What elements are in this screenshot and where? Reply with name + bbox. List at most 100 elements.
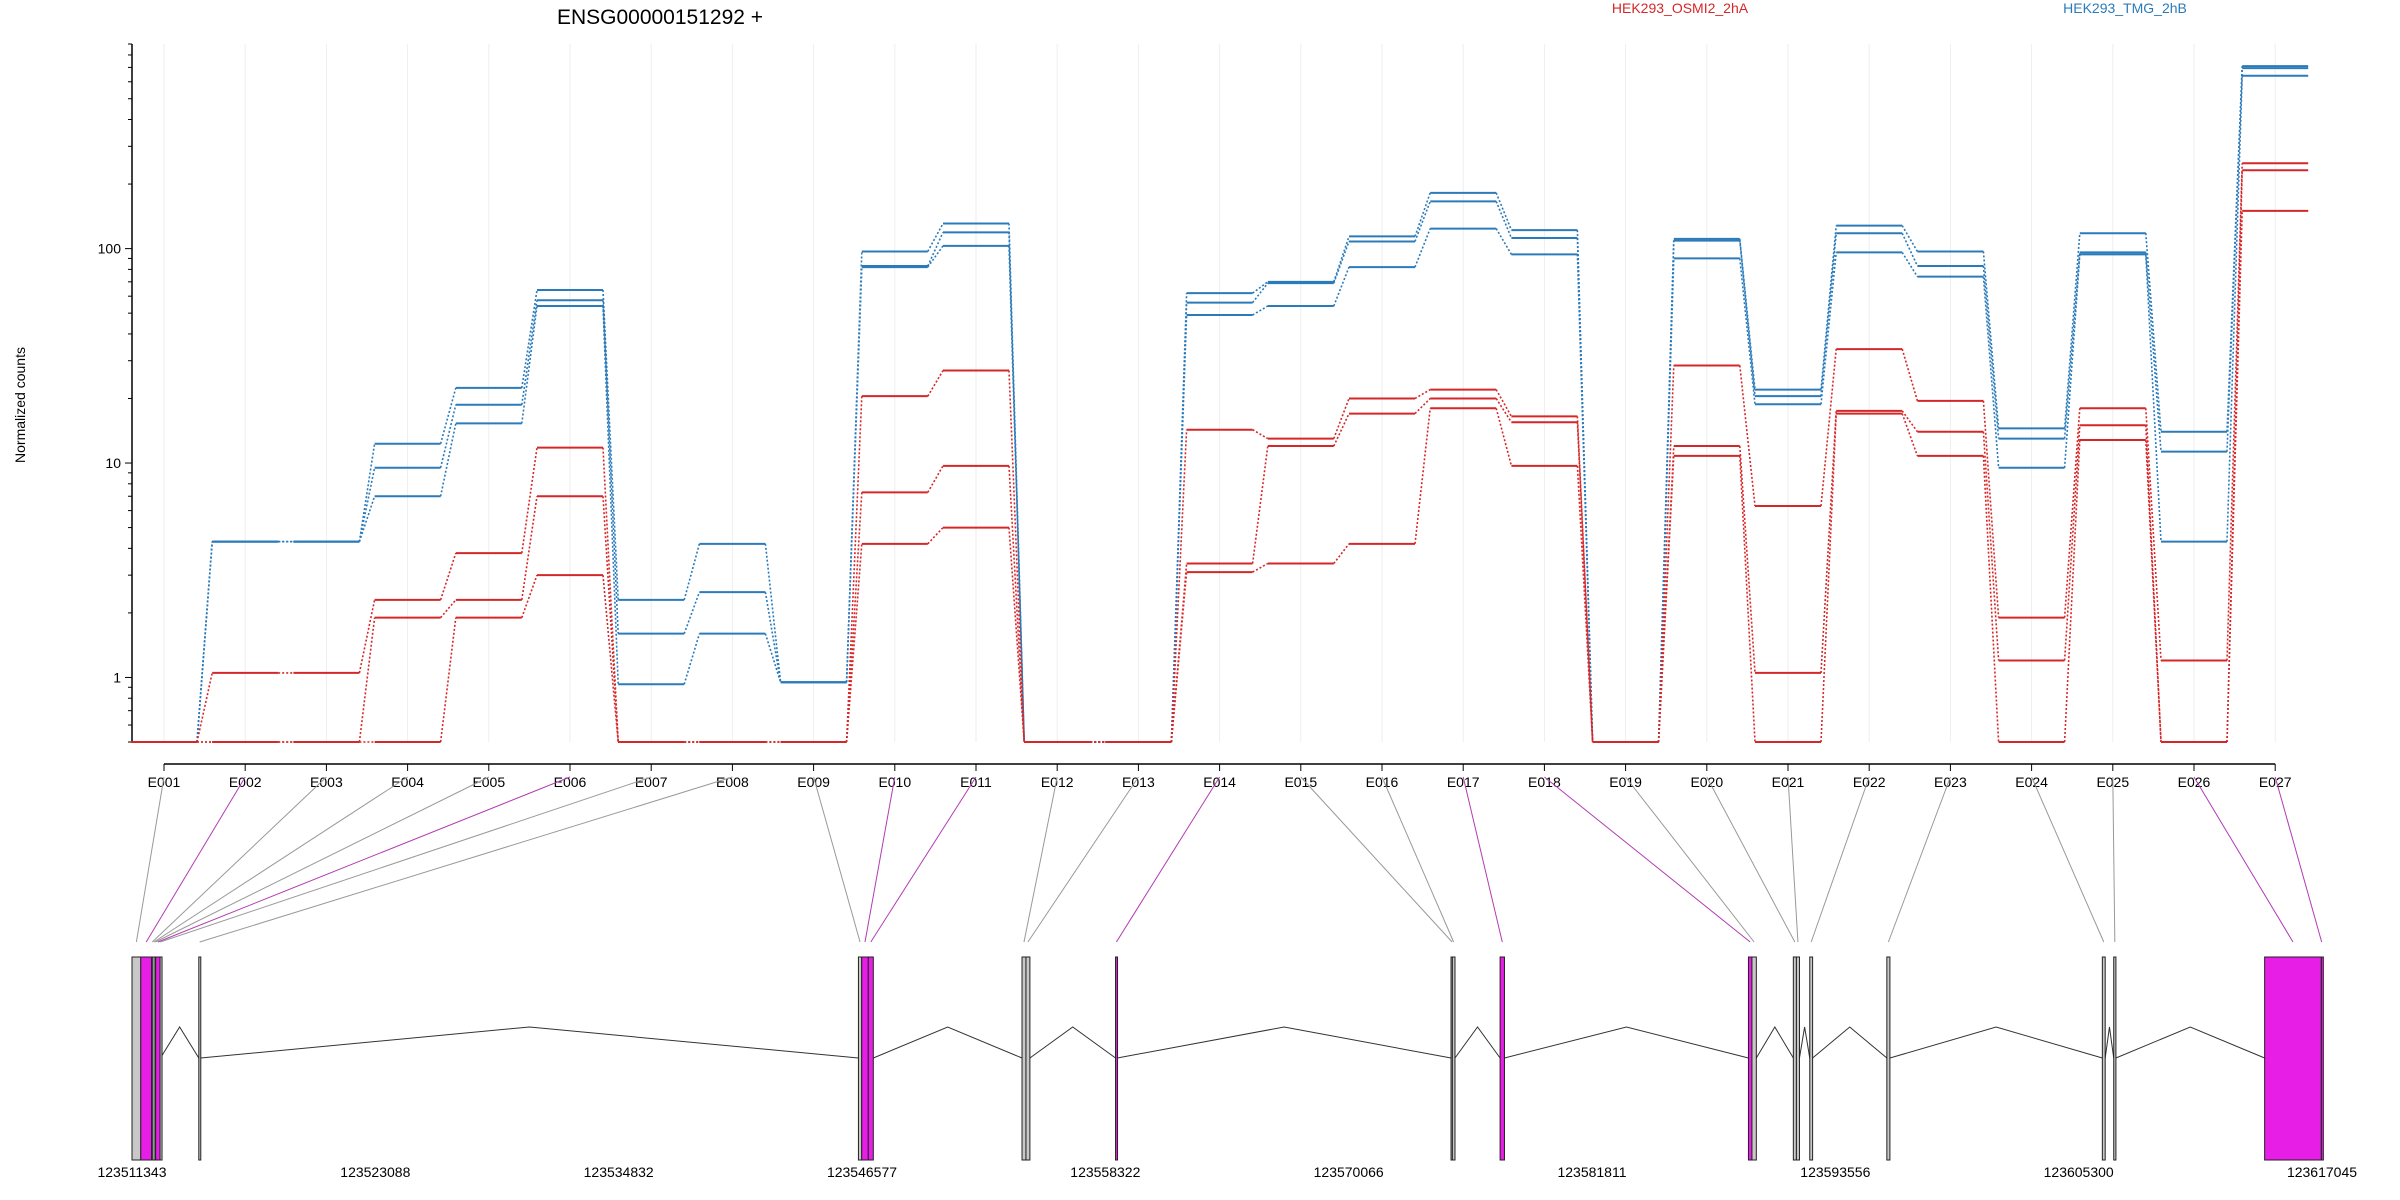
x-tick-label-e015: E015 [1284,774,1317,790]
x-tick-label-e011: E011 [960,774,992,790]
intron-22 [1812,1026,1888,1059]
series-lines [131,65,2309,743]
series-connector-e013 [1170,315,1188,743]
series-connector-e003 [358,599,376,674]
exon-box-e021 [1795,956,1800,1161]
series-connector-e003 [358,443,376,542]
intron-19 [1755,1026,1794,1059]
series-6 [131,209,2309,743]
connector-e024 [2031,776,2105,943]
connector-e008 [199,776,733,943]
series-connector-e026 [2226,75,2243,542]
intron-11 [873,1026,1023,1059]
connector-e007 [160,776,652,943]
genomic-tick-label: 123523088 [340,1164,410,1180]
connector-e006 [157,776,571,943]
series-connector-e018 [1576,422,1594,743]
exon-box-e013 [1025,956,1031,1161]
y-tick-label: 10 [105,455,121,471]
series-connector-e010 [927,370,944,397]
series-connector-e016 [1414,408,1431,544]
x-tick-label-e013: E013 [1122,774,1155,790]
x-tick-label-e002: E002 [229,774,262,790]
exon-box-e011 [867,956,874,1161]
exon-box-e018 [1747,956,1753,1161]
intron-24 [2104,1026,2115,1059]
genomic-tick-label: 123581811 [1557,1164,1626,1180]
series-connector-e016 [1414,397,1431,415]
series-connector-e019 [1657,365,1675,743]
series-connector-e020 [1739,365,1756,507]
series-connector-e022 [1901,410,1919,433]
series-connector-e022 [1901,225,1919,252]
x-tick-label-e020: E020 [1690,774,1723,790]
x-tick-label-e014: E014 [1203,774,1236,790]
series-connector-e026 [2226,163,2243,661]
series-connector-e015 [1333,266,1350,307]
exon-box-e002 [140,956,153,1161]
intron-23 [1889,1026,2103,1059]
series-connector-e016 [1414,228,1431,268]
connector-e002 [145,776,246,943]
series-connector-e025 [2145,233,2162,432]
genomic-tick-label: 123511343 [97,1164,166,1180]
y-tick-label: 100 [98,241,122,257]
exon-box-e012 [1021,956,1027,1161]
genomic-tick-label: 123617045 [2287,1164,2357,1180]
connector-e026 [2193,776,2294,943]
connector-e027 [2274,776,2323,943]
x-tick-label-e022: E022 [1853,774,1886,790]
legend-entry-osmi2: HEK293_OSMI2_2hA [1612,0,1749,16]
series-connector-e007 [683,591,701,634]
series-connector-e008 [764,633,782,683]
series-connector-e021 [1820,233,1837,397]
connector-e011 [870,776,977,943]
exon-box-e017 [1499,956,1505,1161]
x-tick-label-e006: E006 [554,774,587,790]
exon-box-e019 [1751,956,1757,1161]
series-connector-e003 [358,617,376,743]
series-connector-e005 [521,447,538,554]
x-tick-label-e005: E005 [472,774,505,790]
x-tick-label-e017: E017 [1447,774,1480,790]
connector-e020 [1706,776,1796,943]
x-tick-label-e007: E007 [635,774,668,790]
exon-box-e027 [2320,956,2324,1161]
x-tick-label-e024: E024 [2015,774,2048,790]
connector-e019 [1625,776,1755,943]
series-connector-e024 [2063,252,2081,439]
y-axis-label: Normalized counts [12,347,28,463]
series-connector-e023 [1982,265,2000,439]
series-connector-e010 [927,245,944,268]
series-connector-e008 [764,591,782,683]
series-connector-e020 [1739,445,1756,673]
legend-entry-tmg: HEK293_TMG_2hB [2063,0,2187,16]
connector-e023 [1887,776,1951,943]
connector-e017 [1462,776,1503,943]
exon-box-e016 [1451,956,1456,1161]
series-connector-e011 [1008,245,1025,743]
intron-14 [1117,1026,1452,1059]
series-connector-e017 [1495,398,1513,423]
series-connector-e005 [521,574,538,618]
series-connector-e014 [1252,305,1269,316]
x-tick-label-e009: E009 [797,774,830,790]
exon-box-e006 [155,956,161,1161]
series-connector-e024 [2063,425,2081,661]
series-connector-e015 [1333,241,1350,284]
series-connector-e004 [439,387,457,444]
series-connector-e014 [1251,282,1269,304]
series-connector-e015 [1333,543,1350,564]
connector-e018 [1544,776,1751,943]
x-tick-label-e012: E012 [1041,774,1074,790]
series-connector-e007 [683,633,701,685]
x-tick-label-e008: E008 [716,774,749,790]
series-connector-e017 [1495,389,1513,417]
series-connector-e009 [845,396,863,743]
connector-e013 [1027,776,1139,943]
exon-box-e026 [2264,956,2322,1161]
series-connector-e021 [1820,252,1837,405]
series-connector-e020 [1739,238,1756,390]
